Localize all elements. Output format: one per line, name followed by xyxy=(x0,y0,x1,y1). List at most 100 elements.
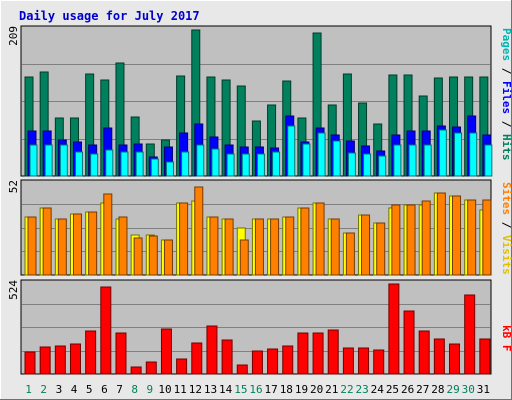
sites-bar xyxy=(315,202,325,276)
pages-bar xyxy=(241,153,250,177)
sites-bar xyxy=(254,218,264,276)
sites-bar xyxy=(285,216,295,276)
kbytes-bar xyxy=(403,310,415,375)
day-tick-label: 12 xyxy=(189,383,202,396)
sites-bar xyxy=(118,216,128,276)
panel-hits-files-pages-bars xyxy=(22,29,493,177)
day-tick-label: 5 xyxy=(86,383,93,396)
panel1-ymax-label: 209 xyxy=(7,26,20,46)
pages-bar xyxy=(469,132,478,177)
pages-bar xyxy=(287,125,296,177)
pages-bar xyxy=(226,153,235,177)
pages-bar xyxy=(423,144,432,177)
pages-bar xyxy=(29,144,38,177)
pages-bar xyxy=(302,143,311,177)
pages-bar xyxy=(135,151,144,177)
day-tick-label: 28 xyxy=(431,383,444,396)
day-tick-label: 17 xyxy=(265,383,278,396)
day-tick-label: 1 xyxy=(25,383,32,396)
kbytes-bar xyxy=(282,345,294,375)
pages-bar xyxy=(332,140,341,177)
kbytes-bar xyxy=(130,366,142,375)
legend-entry: / xyxy=(500,114,512,134)
panel3-legend: kB F xyxy=(500,325,512,352)
day-tick-label: 22 xyxy=(340,383,353,396)
day-tick-label: 20 xyxy=(310,383,323,396)
kbytes-bar xyxy=(449,343,461,375)
pages-bar xyxy=(363,153,372,177)
day-tick-label: 31 xyxy=(477,383,490,396)
kbytes-bar xyxy=(342,347,354,375)
pages-bar xyxy=(347,152,356,177)
kbytes-bar xyxy=(100,286,112,375)
kbytes-bar xyxy=(54,345,66,375)
kbytes-bar xyxy=(206,325,218,375)
kbytes-bar xyxy=(297,332,309,375)
sites-bar xyxy=(270,218,280,276)
pages-bar xyxy=(59,144,68,177)
pages-bar xyxy=(44,144,53,177)
pages-bar xyxy=(120,151,129,177)
sites-bar xyxy=(209,216,219,276)
kbytes-bar xyxy=(69,343,81,375)
day-tick-label: 24 xyxy=(371,383,385,396)
pages-bar xyxy=(378,155,387,177)
kbytes-bar xyxy=(373,349,385,375)
legend-entry: Hits xyxy=(500,134,512,161)
panel2-ymax-label: 52 xyxy=(7,180,20,193)
day-tick-label: 7 xyxy=(116,383,123,396)
kbytes-bar xyxy=(236,364,248,375)
day-tick-label: 26 xyxy=(401,383,414,396)
day-tick-label: 14 xyxy=(219,383,233,396)
pages-bar xyxy=(454,132,463,177)
sites-bar xyxy=(406,204,416,276)
kbytes-bar xyxy=(24,351,36,375)
day-tick-label: 11 xyxy=(174,383,187,396)
pages-bar xyxy=(90,153,99,177)
sites-bar xyxy=(391,204,401,276)
sites-bar xyxy=(436,192,446,276)
panel2-legend: Sites / Visits xyxy=(500,182,512,275)
day-tick-label: 18 xyxy=(280,383,293,396)
day-tick-label: 8 xyxy=(131,383,138,396)
pages-bar xyxy=(211,148,220,177)
legend-entry: Files xyxy=(500,81,512,114)
legend-entry: / xyxy=(500,61,512,81)
day-tick-label: 2 xyxy=(40,383,47,396)
sites-bar xyxy=(361,214,371,276)
kbytes-bar xyxy=(433,338,445,375)
kbytes-bar xyxy=(85,330,97,375)
kbytes-bar xyxy=(418,330,430,375)
kbytes-bar xyxy=(221,339,233,375)
day-tick-label: 16 xyxy=(249,383,262,396)
sites-bar xyxy=(194,186,204,276)
kbytes-bar xyxy=(145,361,157,375)
day-tick-label: 29 xyxy=(446,383,459,396)
kbytes-bar xyxy=(464,294,476,375)
day-tick-label: 23 xyxy=(356,383,369,396)
day-tick-label: 30 xyxy=(462,383,475,396)
kbytes-bar xyxy=(388,283,400,375)
pages-bar xyxy=(484,144,493,177)
chart-title: Daily usage for July 2017 xyxy=(19,9,200,23)
kbytes-bar xyxy=(176,358,188,375)
sites-bar xyxy=(482,199,492,276)
sites-bar xyxy=(345,232,355,276)
sites-bar xyxy=(330,218,340,276)
sites-bar xyxy=(148,235,158,276)
kbytes-bar xyxy=(115,332,127,375)
panel3-ymax-label: 524 xyxy=(7,280,20,300)
day-tick-label: 19 xyxy=(295,383,308,396)
legend-entry: Pages xyxy=(500,28,512,61)
sites-bar xyxy=(163,239,173,276)
sites-bar xyxy=(72,213,82,276)
kbytes-bar xyxy=(479,338,491,375)
sites-bar xyxy=(103,193,113,276)
sites-bar xyxy=(376,222,386,276)
sites-bar xyxy=(133,237,143,276)
day-tick-label: 6 xyxy=(101,383,108,396)
kbytes-bar xyxy=(358,347,370,375)
pages-bar xyxy=(196,144,205,177)
sites-bar xyxy=(27,216,37,276)
